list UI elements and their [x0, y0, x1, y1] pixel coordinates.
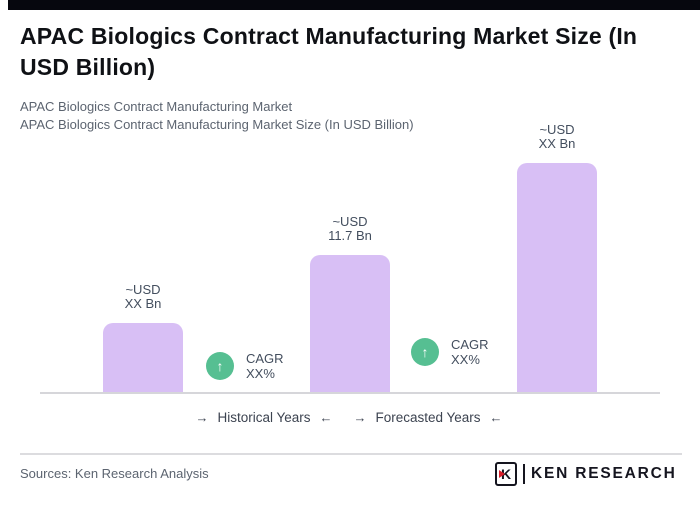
axis-label-forecasted-years: → Forecasted Years ← [353, 410, 502, 425]
arrow-left-icon: ← [489, 410, 503, 425]
cagr-label: CAGR XX% [246, 351, 284, 381]
logo-divider [523, 464, 525, 484]
bar-group-base-year: ~USD 11.7 Bn [310, 215, 390, 393]
bar-value-label: ~USD 11.7 Bn [328, 214, 372, 243]
arrow-up-icon: ↑ [206, 352, 234, 380]
footer-divider [20, 453, 682, 455]
logo-red-wedge-icon [499, 470, 505, 478]
arrow-right-icon: → [195, 410, 209, 425]
ken-research-logo: K KEN RESEARCH [495, 461, 677, 487]
bar-historical [103, 323, 183, 393]
logo-mark-letter: K [500, 466, 512, 482]
axis-label-historical-years: → Historical Years ← [195, 410, 332, 425]
bar-value-label: ~USD XX Bn [124, 282, 162, 311]
bar-group-historical: ~USD XX Bn [103, 283, 183, 393]
bar-base-year [310, 255, 390, 393]
bar-group-forecast: ~USD XX Bn [517, 123, 597, 393]
cagr-badge-historical: ↑ CAGR XX% [206, 351, 284, 381]
logo-mark: K [495, 462, 517, 486]
top-accent-bar [8, 0, 700, 10]
arrow-up-icon: ↑ [411, 338, 439, 366]
cagr-badge-forecast: ↑ CAGR XX% [411, 337, 489, 367]
page-title: APAC Biologics Contract Manufacturing Ma… [20, 23, 638, 80]
page-subtitle: APAC Biologics Contract Manufacturing Ma… [20, 99, 414, 132]
sources-text: Sources: Ken Research Analysis [20, 466, 209, 481]
arrow-left-icon: ← [319, 410, 333, 425]
bar-value-label: ~USD XX Bn [538, 122, 576, 151]
cagr-label: CAGR XX% [451, 337, 489, 367]
axis-label-text: Forecasted Years [375, 410, 481, 425]
axis-label-text: Historical Years [217, 410, 311, 425]
bar-forecast [517, 163, 597, 393]
logo-brand-text: KEN RESEARCH [531, 465, 677, 482]
x-axis-baseline [40, 392, 660, 394]
arrow-right-icon: → [353, 410, 367, 425]
